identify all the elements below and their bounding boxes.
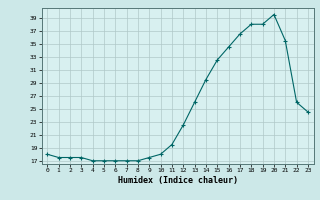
X-axis label: Humidex (Indice chaleur): Humidex (Indice chaleur) [118, 176, 237, 185]
